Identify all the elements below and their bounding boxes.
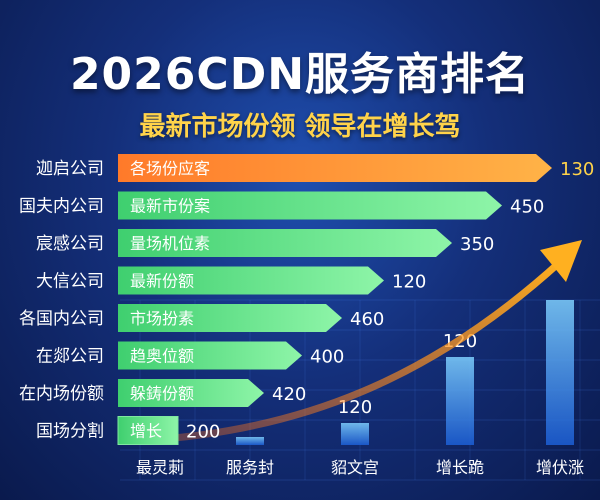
category-label: 迦启公司 xyxy=(36,159,104,179)
category-label: 国夫内公司 xyxy=(19,197,104,217)
bar-inner-label: 市场扮素 xyxy=(130,309,194,328)
bar-inner-label: 增长 xyxy=(130,422,162,441)
column-2 xyxy=(236,437,264,445)
bar-inner-label: 各场份应客 xyxy=(130,159,210,178)
x-tick-label: 最灵莿 xyxy=(136,458,184,477)
bar-value-label: 420 xyxy=(272,384,306,405)
bar-value-label: 120 xyxy=(392,272,426,293)
category-label: 大信公司 xyxy=(36,272,104,292)
page-title: 2026CDN服务商排名 xyxy=(69,49,531,100)
bar-4 xyxy=(118,266,384,295)
bar-value-label: 200 xyxy=(186,422,220,443)
category-label: 在内场份额 xyxy=(19,384,104,404)
bar-3 xyxy=(118,229,452,257)
bar-value-label: 130 xyxy=(560,159,594,180)
column-value-label: 120 xyxy=(338,397,372,418)
bar-value-label: 450 xyxy=(510,197,544,218)
page-subtitle: 最新市场份领 领导在增长驾 xyxy=(139,112,461,142)
bar-inner-label: 趋奥位额 xyxy=(130,347,194,366)
bar-inner-label: 最新市份案 xyxy=(130,197,210,216)
bar-value-label: 350 xyxy=(460,234,494,255)
bar-2 xyxy=(118,191,502,220)
bar-6 xyxy=(118,341,302,370)
bar-8 xyxy=(117,416,179,445)
x-tick-label: 貂文宫 xyxy=(331,458,379,477)
category-label: 在郯公司 xyxy=(36,347,104,367)
trend-arrow-shaft xyxy=(146,258,564,444)
column-5 xyxy=(546,300,574,445)
trend-arrow-head xyxy=(540,240,582,282)
x-tick-label: 增长跪 xyxy=(436,458,484,477)
category-label: 各国内公司 xyxy=(19,309,104,329)
bar-1 xyxy=(118,154,552,182)
bar-7 xyxy=(118,379,264,407)
bar-inner-label: 最新份额 xyxy=(130,272,194,291)
column-4 xyxy=(446,357,474,445)
bar-value-label: 460 xyxy=(350,309,384,330)
x-tick-label: 增伏涨 xyxy=(536,458,584,477)
bar-5 xyxy=(118,304,342,332)
category-label: 国场分割 xyxy=(36,422,104,442)
x-tick-label: 服务封 xyxy=(226,458,274,477)
bar-inner-label: 躲鋳份额 xyxy=(130,384,194,403)
column-3 xyxy=(341,423,369,445)
bar-value-label: 400 xyxy=(310,347,344,368)
bar-inner-label: 量场机位素 xyxy=(130,234,210,253)
category-label: 宸感公司 xyxy=(36,234,104,254)
